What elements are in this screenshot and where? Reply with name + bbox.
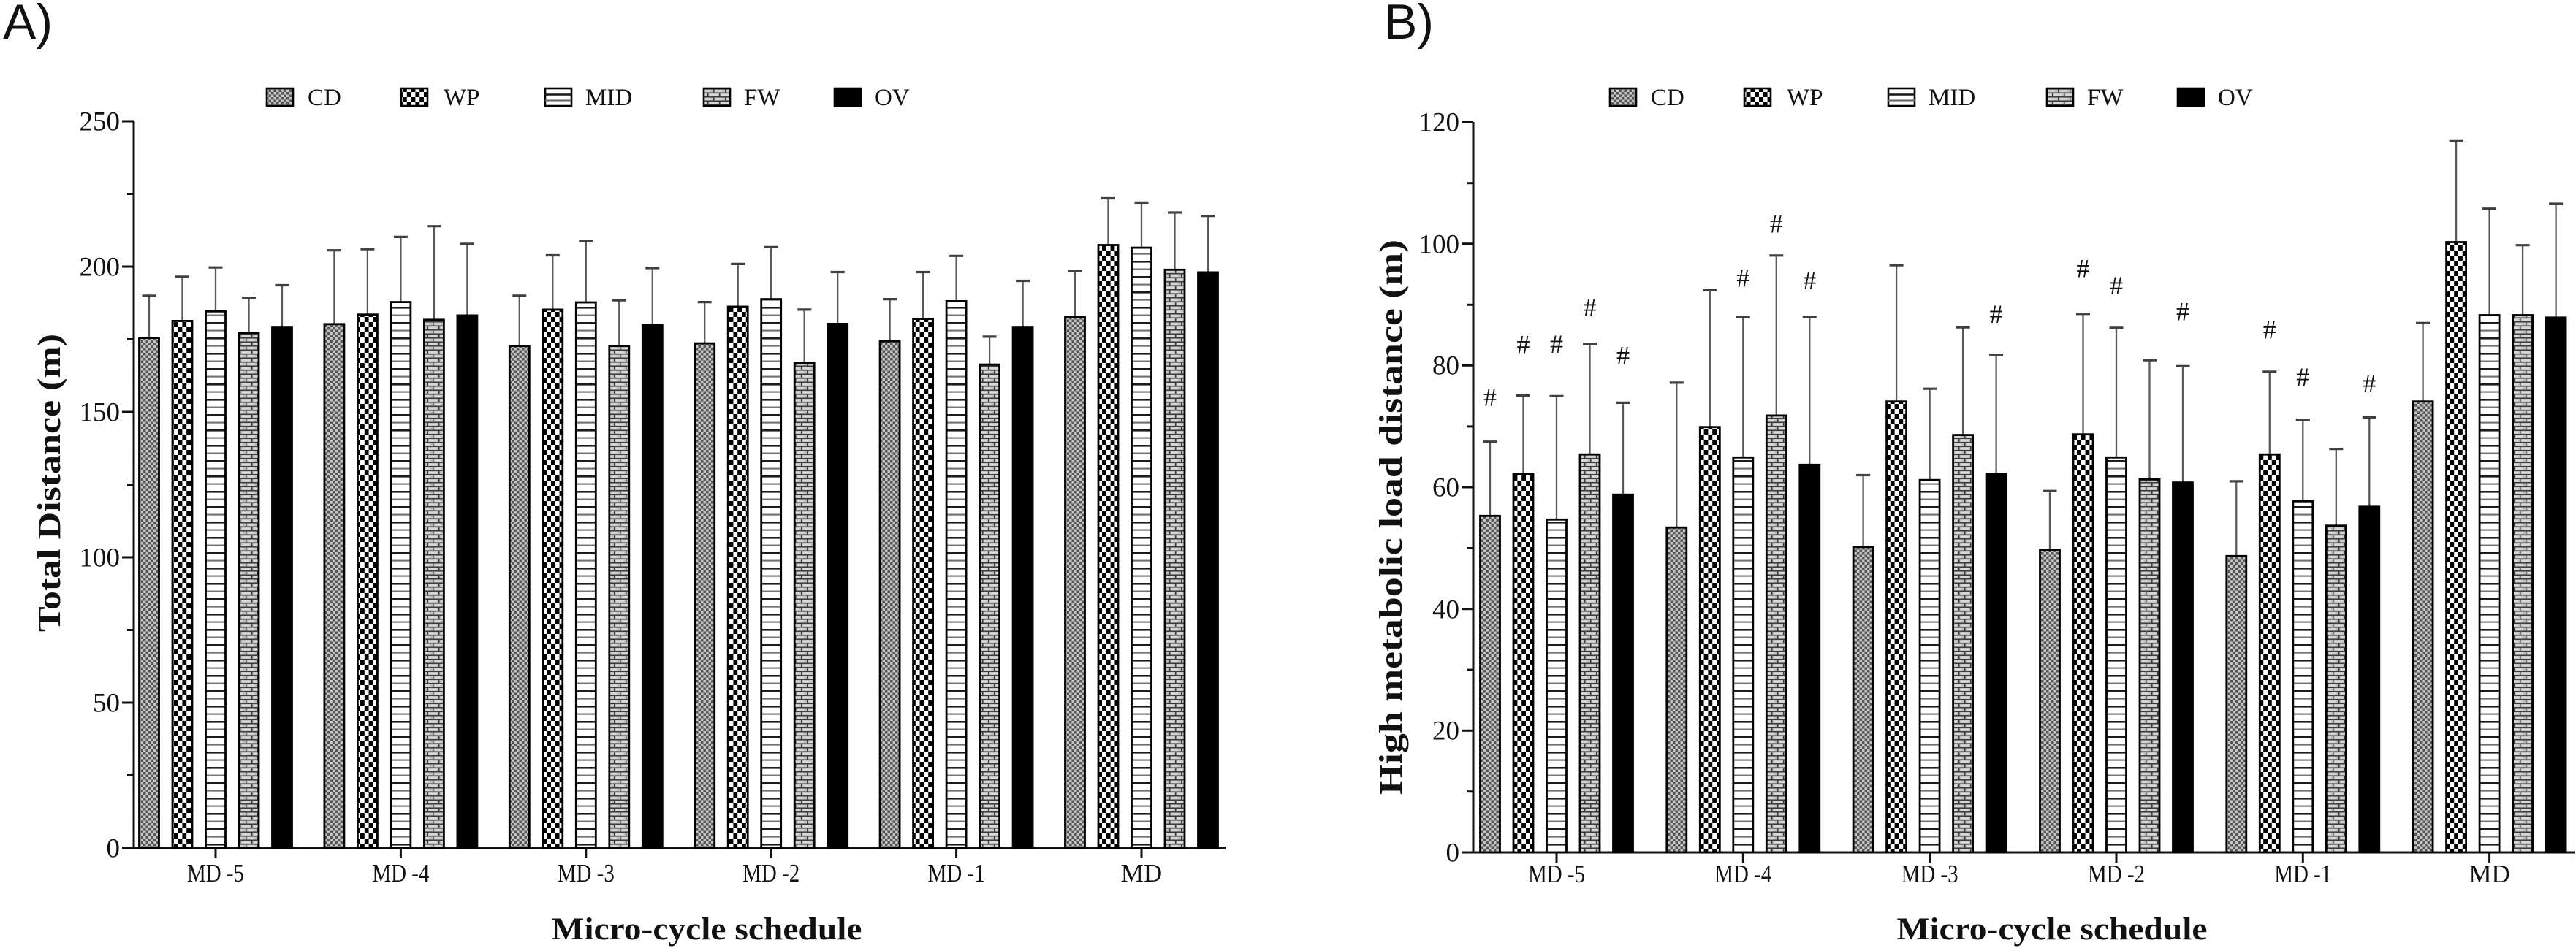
svg-text:80: 80 (1432, 351, 1459, 381)
svg-text:20: 20 (1432, 717, 1459, 746)
svg-text:#: # (1483, 383, 1497, 412)
svg-text:#: # (2263, 316, 2276, 345)
svg-text:MID: MID (1929, 85, 1975, 111)
svg-text:#: # (1584, 293, 1597, 322)
svg-text:#: # (2077, 254, 2090, 283)
svg-text:#: # (1550, 329, 1563, 359)
svg-text:150: 150 (80, 398, 121, 428)
svg-text:MD -4: MD -4 (372, 859, 429, 887)
svg-text:50: 50 (93, 689, 120, 719)
svg-text:#: # (1616, 340, 1630, 370)
svg-text:0: 0 (107, 834, 121, 864)
svg-text:MD -1: MD -1 (928, 859, 985, 887)
svg-text:Total Distance (m): Total Distance (m) (31, 334, 67, 632)
svg-text:CD: CD (308, 85, 341, 111)
svg-text:MD -2: MD -2 (742, 859, 799, 887)
svg-text:FW: FW (2087, 85, 2124, 111)
svg-text:MD -2: MD -2 (2088, 860, 2145, 888)
svg-text:200: 200 (80, 253, 121, 283)
svg-text:MD -5: MD -5 (187, 859, 244, 887)
svg-text:100: 100 (80, 543, 121, 573)
svg-text:#: # (2176, 297, 2189, 326)
svg-text:#: # (1736, 263, 1749, 292)
svg-text:MD -4: MD -4 (1714, 860, 1771, 888)
svg-text:B): B) (1384, 0, 1434, 50)
svg-text:#: # (1770, 209, 1783, 238)
svg-text:60: 60 (1432, 473, 1459, 503)
svg-text:250: 250 (80, 107, 121, 137)
svg-text:CD: CD (1651, 85, 1684, 111)
svg-text:40: 40 (1432, 595, 1459, 625)
svg-text:OV: OV (2218, 85, 2253, 111)
svg-text:OV: OV (875, 85, 910, 111)
svg-text:#: # (1990, 299, 2003, 329)
svg-text:0: 0 (1446, 839, 1460, 868)
svg-text:#: # (2363, 369, 2376, 398)
svg-text:Micro-cycle schedule: Micro-cycle schedule (1897, 912, 2208, 947)
svg-text:120: 120 (1419, 108, 1460, 138)
svg-text:A): A) (3, 0, 53, 50)
svg-text:MID: MID (585, 85, 632, 111)
svg-text:100: 100 (1419, 230, 1460, 260)
svg-text:Micro-cycle schedule: Micro-cycle schedule (552, 912, 862, 947)
svg-text:#: # (1803, 266, 1816, 295)
svg-text:MD -1: MD -1 (2274, 860, 2331, 888)
svg-text:#: # (2110, 271, 2123, 300)
svg-text:MD -3: MD -3 (558, 859, 615, 887)
svg-text:MD: MD (1121, 859, 1162, 887)
svg-text:MD -5: MD -5 (1528, 860, 1585, 888)
svg-text:#: # (2296, 362, 2309, 392)
svg-text:#: # (1517, 329, 1530, 359)
svg-text:MD -3: MD -3 (1901, 860, 1958, 888)
svg-text:FW: FW (744, 85, 780, 111)
svg-text:WP: WP (1787, 85, 1823, 111)
svg-text:High metabolic load distance (: High metabolic load distance (m) (1373, 240, 1409, 795)
svg-text:MD: MD (2469, 860, 2509, 888)
svg-text:WP: WP (444, 85, 480, 111)
